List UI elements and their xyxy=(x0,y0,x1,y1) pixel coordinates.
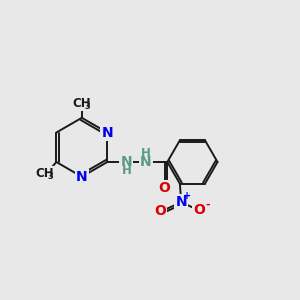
Text: N: N xyxy=(76,170,88,184)
Text: CH: CH xyxy=(35,167,54,180)
Text: 3: 3 xyxy=(48,172,54,181)
Text: O: O xyxy=(159,181,170,195)
Text: H: H xyxy=(122,164,131,177)
Text: 3: 3 xyxy=(85,102,91,111)
Text: -: - xyxy=(206,200,210,210)
Text: N: N xyxy=(101,125,113,140)
Text: N: N xyxy=(121,155,132,169)
Text: N: N xyxy=(140,155,152,169)
Text: +: + xyxy=(183,191,191,201)
Text: N: N xyxy=(176,195,187,209)
Text: H: H xyxy=(141,147,151,160)
Text: CH: CH xyxy=(73,97,91,110)
Text: O: O xyxy=(194,203,206,217)
Text: O: O xyxy=(154,204,166,218)
